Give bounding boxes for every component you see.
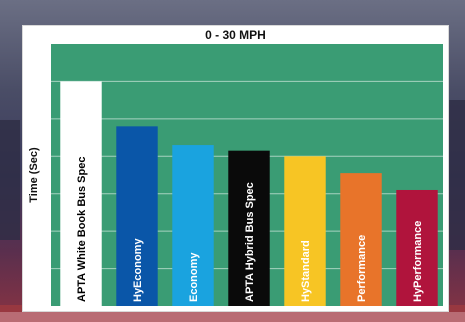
bar-label-3: Economy <box>188 252 200 302</box>
bar-6 <box>340 173 382 306</box>
bar-label-4: APTA Hybrid Bus Spec <box>244 182 256 302</box>
bar-label-2: HyEconomy <box>132 238 144 302</box>
bar-3 <box>172 145 214 306</box>
bar-label-5: HyStandard <box>300 240 312 302</box>
bar-label-6: Performance <box>356 235 368 302</box>
chart-panel: 0 - 30 MPH Time (Sec) APTA White Book Bus… <box>22 25 449 312</box>
bar-1 <box>60 81 102 306</box>
bar-label-1: APTA White Book Bus Spec <box>76 157 88 302</box>
bar-chart: Time (Sec) APTA White Book Bus Spec HyEcon… <box>28 44 443 306</box>
chart-title: 0 - 30 MPH <box>205 28 266 42</box>
bar-label-7: HyPerformance <box>412 221 424 302</box>
y-axis-label: Time (Sec) <box>28 147 40 203</box>
bar-4 <box>228 150 270 306</box>
bar-5 <box>284 156 326 306</box>
bar-2 <box>116 126 158 306</box>
bar-7 <box>396 189 438 306</box>
